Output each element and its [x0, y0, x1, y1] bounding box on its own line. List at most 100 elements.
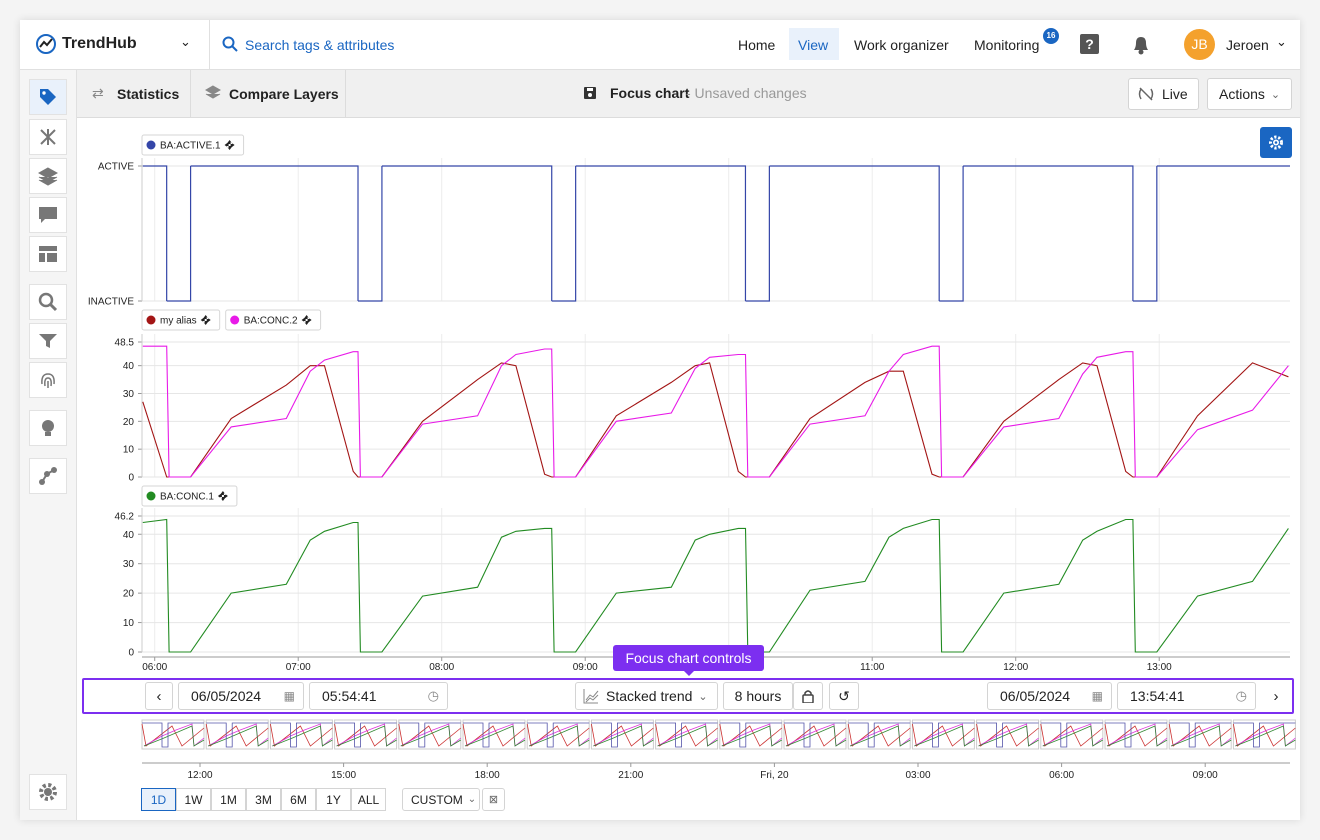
thumb-line [464, 725, 526, 747]
legend-item[interactable]: BA:ACTIVE.1 [141, 134, 245, 156]
navigator-tick-label: 09:00 [1193, 770, 1218, 781]
thumb-line [591, 723, 654, 747]
series-line [142, 345, 1289, 478]
side-filter[interactable] [29, 323, 67, 359]
thumb-line [784, 722, 846, 748]
y-tick-label: 10 [123, 618, 135, 629]
side-fingerprint[interactable] [29, 362, 67, 398]
custom-text: CUSTOM [411, 792, 463, 807]
save-icon[interactable] [584, 87, 596, 99]
legend-item[interactable]: BA:CONC.1 [141, 485, 238, 507]
thumb-line [655, 722, 718, 748]
move-icon [301, 315, 312, 325]
end-date[interactable]: 06/05/2024 ▦ [987, 682, 1112, 710]
statistics-icon: ⇄ [92, 85, 104, 101]
live-button[interactable]: Live [1128, 78, 1199, 110]
nav-monitoring[interactable]: Monitoring [974, 37, 1040, 53]
bell-icon[interactable] [1131, 34, 1151, 55]
custom-select[interactable]: CUSTOM ⌄ [402, 788, 480, 811]
duration[interactable]: 8 hours [723, 682, 793, 710]
range-button[interactable]: 1Y [316, 788, 351, 811]
thumb-line [462, 723, 526, 747]
nav-home[interactable]: Home [738, 37, 776, 53]
brand-menu[interactable]: ⌄ [180, 34, 191, 49]
range-button[interactable]: 1M [211, 788, 246, 811]
side-layers[interactable] [29, 158, 67, 194]
legend-item[interactable]: BA:CONC.2 [225, 309, 322, 331]
navigator-tick-label: 03:00 [905, 770, 930, 781]
thumb-line [1105, 722, 1167, 748]
user-name[interactable]: Jeroen [1226, 37, 1269, 53]
tab-statistics[interactable]: Statistics [117, 86, 180, 102]
thumb-line [208, 725, 269, 747]
thumb-line [463, 722, 525, 748]
thumb-line [591, 722, 654, 748]
range-button[interactable]: 1D [141, 788, 176, 811]
thumb-line [206, 722, 269, 748]
step-segment [166, 166, 192, 302]
range-button[interactable]: 1W [176, 788, 211, 811]
y-tick-label: 30 [123, 389, 135, 400]
nav-work[interactable]: Work organizer [854, 37, 949, 53]
lock-button[interactable] [793, 682, 823, 710]
step-segment [358, 166, 383, 302]
avatar[interactable]: JB [1184, 29, 1215, 60]
side-search[interactable] [29, 284, 67, 320]
thumb-line [976, 723, 1039, 747]
end-time[interactable]: 13:54:41 ◷ [1117, 682, 1256, 710]
legend-item[interactable]: my alias [141, 309, 221, 331]
step-segment [963, 165, 1134, 301]
badge: 16 [1043, 28, 1059, 44]
actions-button[interactable]: Actions ⌄ [1207, 78, 1292, 110]
range-button[interactable]: 6M [281, 788, 316, 811]
navigator-tick-label: 18:00 [475, 770, 500, 781]
legend-dot [146, 140, 156, 150]
nav-view[interactable]: View [798, 37, 829, 53]
legend-label: BA:CONC.1 [160, 492, 214, 503]
next-button[interactable]: › [1262, 682, 1290, 710]
live-label: Live [1162, 86, 1188, 102]
y-tick-label: 40 [123, 361, 135, 372]
side-comments[interactable] [29, 197, 67, 233]
thumb-line [850, 725, 911, 747]
start-date[interactable]: 06/05/2024 ▦ [178, 682, 304, 710]
step-segment [769, 165, 940, 301]
history-button[interactable]: ↺ [829, 682, 859, 710]
thumb-line [527, 722, 590, 748]
side-dashboard[interactable] [29, 236, 67, 272]
search-icon [222, 36, 238, 52]
side-tool[interactable] [29, 119, 67, 155]
tooltip: Focus chart controls [613, 645, 764, 671]
thumb-line [141, 723, 205, 747]
user-menu[interactable]: ⌄ [1276, 34, 1287, 49]
step-segment [1132, 166, 1158, 302]
thumb-line [398, 723, 462, 747]
range-button[interactable]: ALL [351, 788, 386, 811]
thumb-line [529, 725, 590, 747]
side-settings[interactable] [29, 774, 67, 810]
search-box[interactable]: Search tags & attributes [245, 37, 395, 53]
y-tick-label: 20 [123, 417, 135, 428]
help-icon[interactable]: ? [1080, 34, 1099, 54]
mode-select[interactable]: Stacked trend ⌄ [575, 682, 718, 710]
x-tick-label: 08:00 [429, 662, 454, 673]
divider [345, 70, 346, 117]
step-segment [381, 165, 553, 301]
chart-settings[interactable] [1260, 127, 1292, 158]
thumb-line [336, 725, 397, 747]
side-graph[interactable] [29, 458, 67, 494]
side-tags[interactable] [29, 79, 67, 115]
range-button[interactable]: 3M [246, 788, 281, 811]
thumb-line [526, 723, 590, 747]
divider [190, 70, 191, 117]
start-time[interactable]: 05:54:41 ◷ [309, 682, 448, 710]
side-ideas[interactable] [29, 410, 67, 446]
navigator-tick-label: 06:00 [1049, 770, 1074, 781]
x-tick-label: 11:00 [860, 662, 885, 673]
tab-compare[interactable]: Compare Layers [229, 86, 339, 102]
thumb-line [1233, 722, 1296, 748]
custom-icon[interactable]: ⊠ [482, 788, 505, 811]
top-bar [20, 20, 1300, 70]
prev-button[interactable]: ‹ [145, 682, 173, 710]
